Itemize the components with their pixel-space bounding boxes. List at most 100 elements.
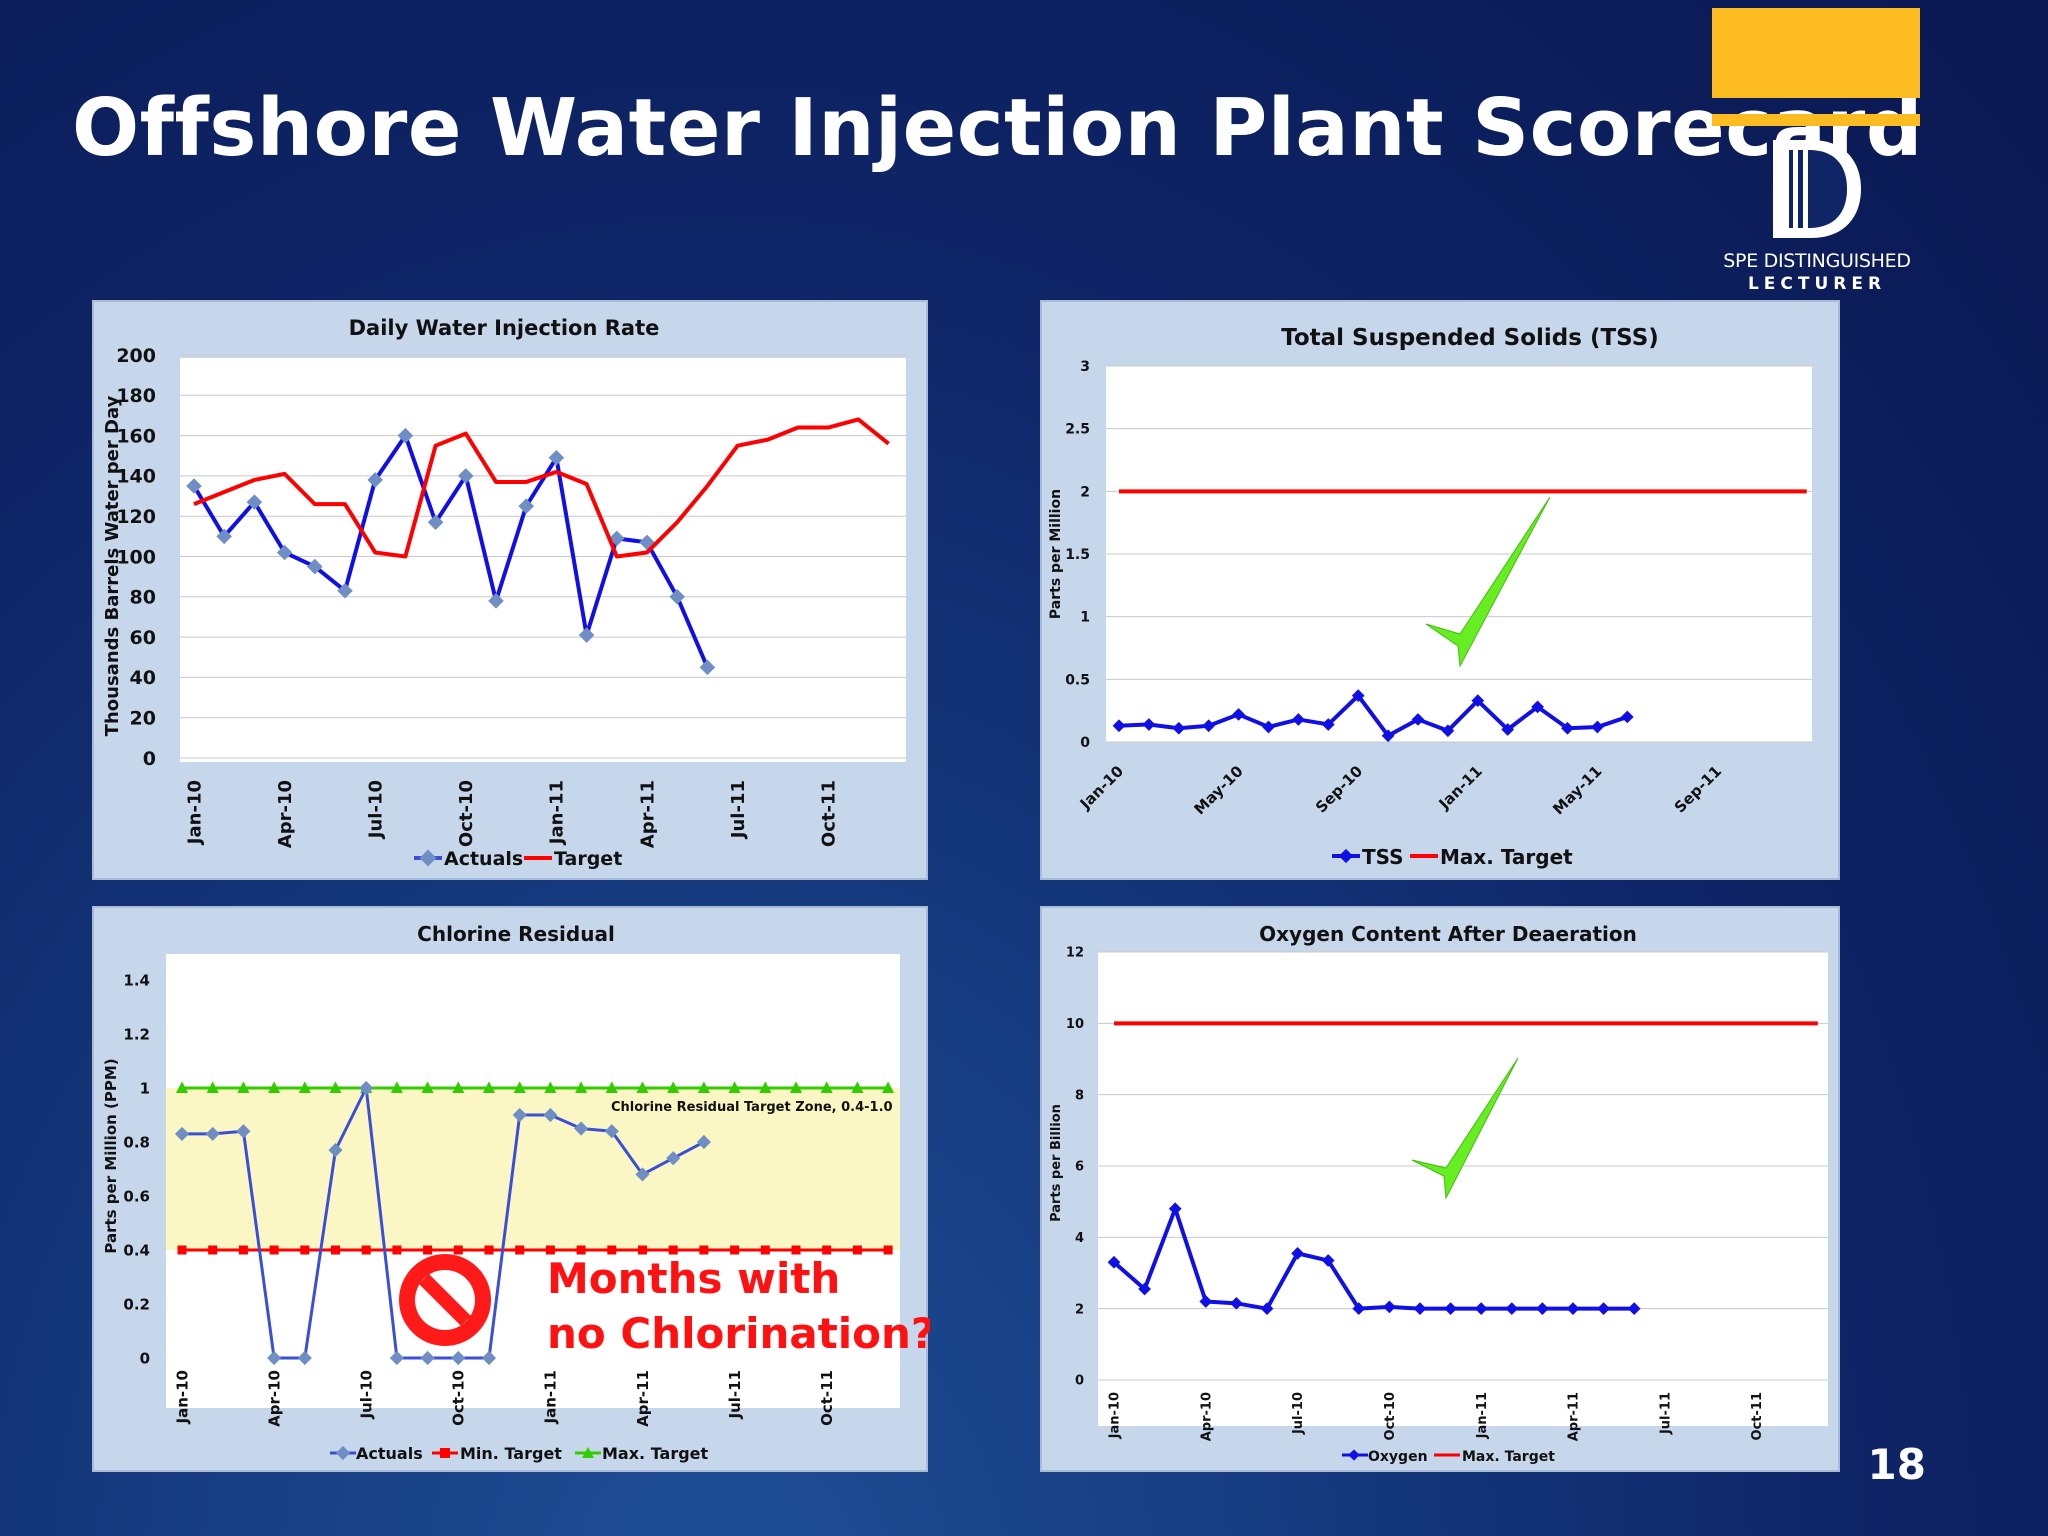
legend-entry: Max. Target	[602, 1444, 709, 1463]
y-tick-label: 0.6	[123, 1187, 150, 1205]
logo-bar-top	[1712, 8, 1920, 98]
data-point	[512, 1107, 527, 1123]
logo-bar-bottom	[1712, 114, 1920, 126]
x-tick-label: Jul-10	[1291, 1392, 1306, 1435]
x-tick-label: Oct-11	[818, 1370, 836, 1426]
y-tick-label: 0	[1075, 1374, 1084, 1389]
y-tick-label: 60	[130, 627, 156, 649]
x-tick-label: Jan-11	[1475, 1392, 1490, 1439]
x-tick-label: Oct-10	[456, 780, 477, 847]
data-point	[667, 1081, 680, 1093]
data-point	[421, 1081, 434, 1093]
x-tick-label: Jan-10	[1076, 762, 1127, 813]
data-point	[1321, 1254, 1335, 1267]
data-point	[452, 1081, 465, 1093]
data-point	[297, 1350, 312, 1366]
legend-entry: Target	[554, 848, 622, 870]
series-line	[193, 417, 890, 559]
x-tick-label: Jan-10	[173, 1370, 191, 1424]
data-point	[635, 1167, 650, 1182]
data-point	[1107, 1255, 1121, 1269]
y-tick-label: 40	[130, 667, 156, 689]
legend-entry: Max. Target	[1440, 845, 1573, 869]
y-tick-label: 2	[1075, 1302, 1084, 1317]
y-tick-label: 8	[1075, 1088, 1084, 1103]
check-mark-icon	[1425, 496, 1551, 668]
plot-area	[180, 358, 906, 762]
y-tick-label: 0	[1080, 735, 1090, 751]
legend-entry: TSS	[1362, 845, 1404, 869]
data-point	[1471, 694, 1485, 708]
x-tick-label: Jan-11	[542, 1370, 560, 1424]
x-tick-label: Jul-11	[728, 780, 749, 840]
data-point	[453, 1245, 463, 1255]
data-point	[237, 1081, 250, 1093]
data-point	[820, 1081, 833, 1093]
data-point	[300, 1245, 310, 1255]
chart-panel-oxygen: Oxygen Content After Deaeration 12 10 8 6 4 2…	[1040, 906, 1840, 1472]
x-tick-label: Jul-10	[366, 780, 387, 840]
data-point	[822, 1245, 832, 1255]
series-line	[182, 1086, 705, 1360]
y-tick-label: 120	[116, 506, 156, 528]
data-point	[575, 1081, 588, 1093]
data-point	[1199, 1295, 1213, 1308]
data-point	[730, 1245, 740, 1255]
data-point	[548, 449, 565, 466]
chart-panel-injection-rate: Daily Water Injection Rate 200 180 160 140 1…	[92, 300, 928, 880]
data-point	[851, 1081, 864, 1093]
data-point	[328, 1143, 343, 1158]
data-point	[1620, 710, 1634, 724]
data-point	[852, 1245, 862, 1255]
data-point	[276, 544, 293, 561]
x-tick-label: Apr-11	[637, 780, 658, 848]
data-point	[177, 1245, 187, 1255]
data-point	[760, 1245, 770, 1255]
no-entry-icon	[399, 1254, 491, 1346]
slide-title: Offshore Water Injection Plant Scorecard	[72, 82, 1923, 174]
y-tick-label: 0	[143, 748, 156, 770]
y-tick-label: 1.5	[1065, 547, 1090, 563]
y-tick-label: 0.2	[123, 1295, 150, 1313]
data-point	[696, 1134, 711, 1150]
data-point	[668, 1245, 678, 1255]
y-tick-label: 4	[1075, 1231, 1084, 1246]
y-tick-label: 20	[130, 708, 156, 730]
data-point	[329, 1081, 342, 1093]
x-tick-label: Oct-10	[450, 1370, 468, 1426]
x-tick-label: Apr-10	[265, 1370, 283, 1427]
legend-entry: Max. Target	[1462, 1449, 1555, 1465]
page-number: 18	[1867, 1440, 1926, 1489]
data-point	[307, 558, 323, 575]
data-point	[883, 1245, 893, 1255]
x-tick-label: Jul-10	[357, 1370, 375, 1420]
y-axis-label: Parts per Million	[1048, 489, 1064, 619]
data-point	[208, 1245, 218, 1255]
y-tick-label: 2	[1080, 484, 1090, 500]
y-tick-label: 0	[140, 1349, 150, 1367]
data-point	[576, 1245, 586, 1255]
chart-injection-rate: Daily Water Injection Rate 2001801601401…	[102, 316, 906, 870]
data-point	[1168, 1202, 1182, 1216]
check-mark-icon	[1411, 1057, 1519, 1200]
y-tick-label: 0.4	[123, 1241, 150, 1259]
data-point	[607, 1245, 617, 1255]
data-point	[392, 1245, 402, 1255]
y-tick-label: 1.2	[123, 1025, 150, 1043]
data-point	[759, 1081, 772, 1093]
data-point	[513, 1081, 526, 1093]
x-tick-label: Oct-10	[1383, 1392, 1398, 1440]
y-tick-label: 12	[1066, 946, 1084, 961]
y-tick-label: 140	[116, 466, 156, 488]
logo-text-line2: LECTURER	[1747, 274, 1887, 294]
legend: TSS Max. Target	[1332, 845, 1573, 869]
x-tick-label: Jan-11	[547, 780, 568, 846]
chart-oxygen: Oxygen Content After Deaeration 12 10 8 6 4 2…	[1049, 922, 1828, 1465]
spe-distinguished-lecturer-logo: SPE DISTINGUISHED LECTURER	[1712, 8, 1922, 298]
y-tick-label: 2.5	[1065, 422, 1090, 438]
legend-entry: Actuals	[444, 848, 523, 870]
data-point	[484, 1245, 494, 1255]
y-tick-label: 1	[1080, 610, 1090, 626]
data-point	[423, 1245, 433, 1255]
data-point	[269, 1245, 279, 1255]
